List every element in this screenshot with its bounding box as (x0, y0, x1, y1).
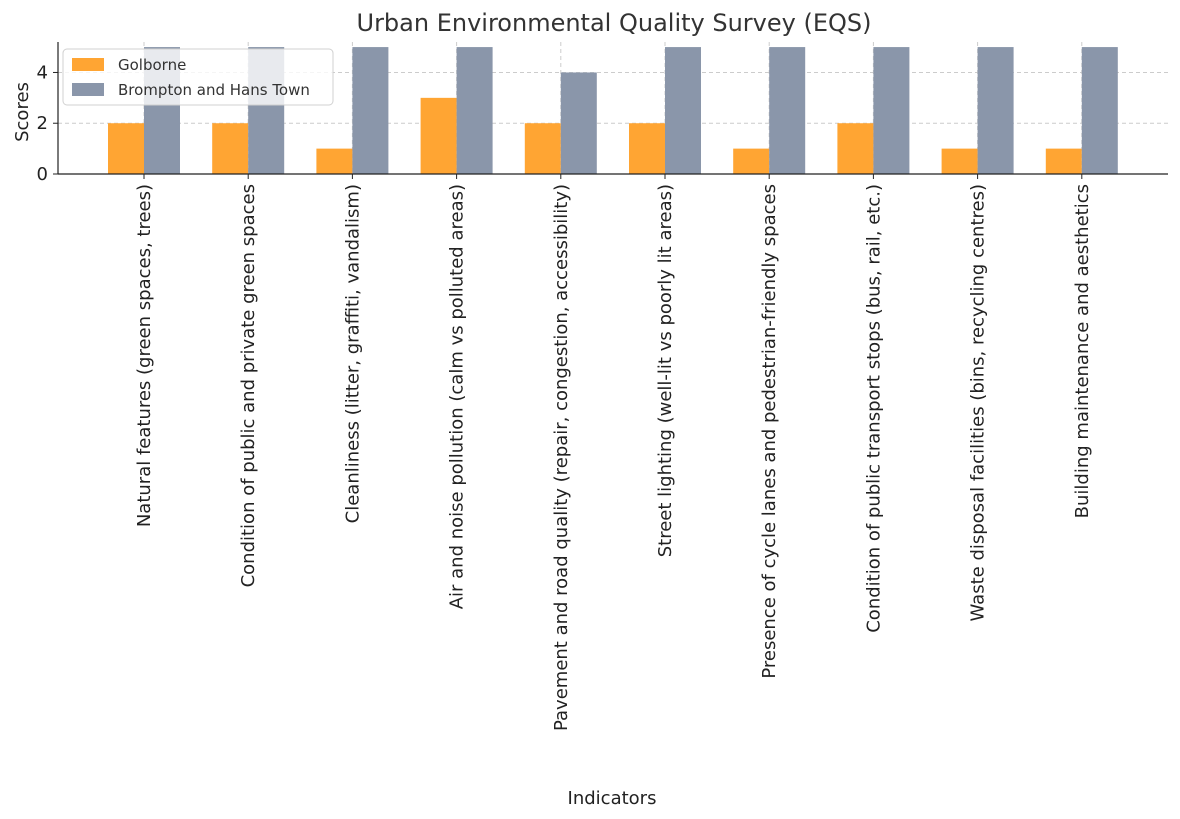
y-axis-label: Scores (12, 82, 33, 142)
bar-golborne (316, 148, 353, 174)
bar-brompton-and-hans-town (977, 47, 1014, 175)
bar-brompton-and-hans-town (560, 72, 597, 174)
bar-brompton-and-hans-town (352, 47, 389, 175)
y-axis-ticks: 0 2 4 (37, 62, 58, 185)
x-tick-label: Cleanliness (litter, graffiti, vandalism… (342, 184, 363, 523)
x-axis-category-labels: Natural features (green spaces, trees) Co… (134, 174, 1093, 731)
bar-golborne (1045, 148, 1082, 174)
x-tick-label: Condition of public transport stops (bus… (863, 184, 884, 633)
y-tick-label: 4 (37, 62, 48, 83)
bar-golborne (629, 123, 665, 174)
x-tick-label: Natural features (green spaces, trees) (134, 184, 155, 527)
bar-golborne (420, 97, 457, 174)
bar-golborne (212, 123, 249, 174)
x-tick-label: Presence of cycle lanes and pedestrian-f… (759, 184, 780, 679)
x-tick-label: Pavement and road quality (repair, conge… (551, 184, 572, 731)
bar-brompton-and-hans-town (769, 47, 806, 175)
bar-brompton-and-hans-town (873, 47, 910, 175)
axes (57, 42, 1168, 175)
y-tick-label: 0 (37, 164, 48, 185)
x-tick-label: Condition of public and private green sp… (238, 184, 259, 587)
y-tick-label: 2 (37, 113, 48, 134)
bar-brompton-and-hans-town (456, 47, 493, 175)
legend-box (62, 48, 334, 106)
bar-golborne (837, 123, 874, 174)
bar-golborne (733, 148, 770, 174)
x-tick-label: Building maintenance and aesthetics (1072, 184, 1093, 518)
bar-golborne (108, 123, 144, 174)
x-tick-label: Waste disposal facilities (bins, recycli… (968, 184, 989, 621)
legend-swatch-brompton-and-hans-town (72, 83, 104, 96)
chart-title: Urban Environmental Quality Survey (EQS) (357, 9, 872, 37)
x-tick-label: Air and noise pollution (calm vs pollute… (447, 184, 468, 609)
bar-brompton-and-hans-town (1081, 47, 1118, 175)
legend-swatch-golborne (72, 58, 104, 71)
x-axis-label: Indicators (568, 788, 657, 809)
bar-golborne (524, 123, 561, 174)
legend: Golborne Brompton and Hans Town (62, 48, 334, 106)
legend-label-golborne: Golborne (118, 56, 186, 74)
x-tick-label: Street lighting (well-lit vs poorly lit … (655, 184, 676, 557)
legend-label-brompton-and-hans-town: Brompton and Hans Town (118, 81, 310, 99)
bar-golborne (941, 148, 978, 174)
bar-brompton-and-hans-town (665, 47, 701, 175)
